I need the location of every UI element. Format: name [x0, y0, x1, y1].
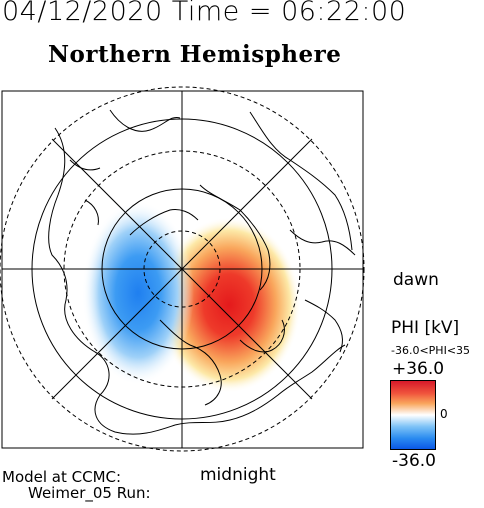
colorbar-max-label: +36.0	[392, 359, 445, 379]
positive-potential-cell	[157, 217, 301, 393]
dawn-label: dawn	[393, 270, 439, 290]
run-label: Weimer_05 Run:	[28, 484, 151, 502]
colorbar-min-label: -36.0	[392, 451, 436, 471]
colorbar	[390, 380, 436, 450]
colorbar-zero-tick: 0	[440, 407, 448, 421]
model-label: Model at CCMC:	[2, 468, 122, 486]
midnight-label: midnight	[200, 465, 276, 485]
colorbar-range: -36.0<PHI<35	[391, 344, 471, 357]
meridian-lines	[2, 91, 363, 448]
negative-potential-cell	[82, 201, 194, 385]
colorbar-title: PHI [kV]	[391, 318, 460, 338]
hemisphere-title: Northern Hemisphere	[48, 41, 342, 68]
timestamp: 04/12/2020 Time = 06:22:00	[2, 0, 407, 27]
